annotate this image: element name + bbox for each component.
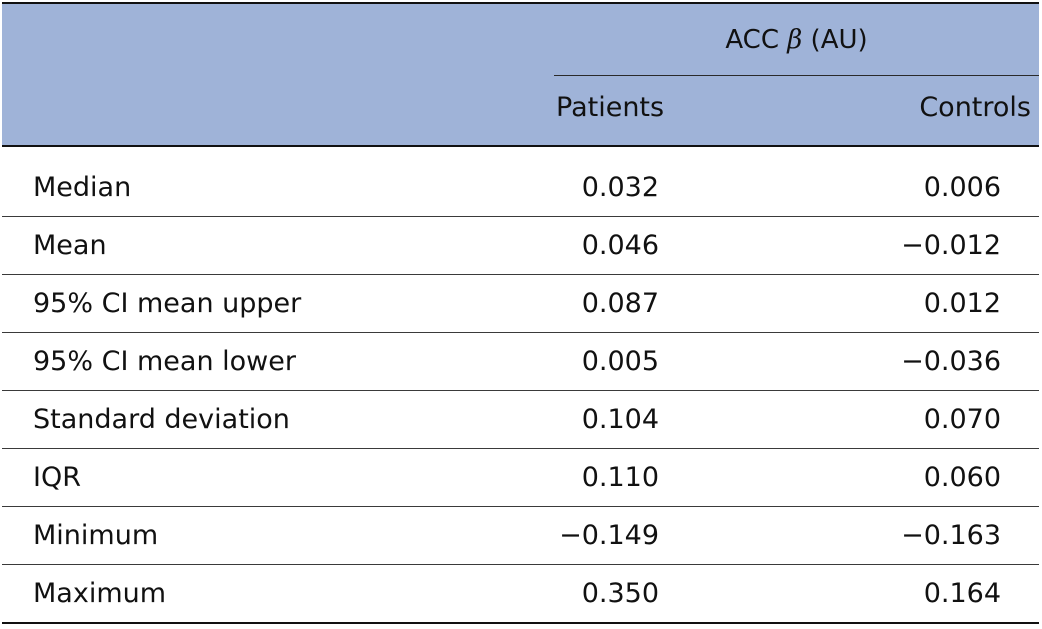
row-label: Standard deviation [2,390,554,449]
group-header-acc-beta: ACC β (AU) [554,4,1039,76]
value-controls: −0.163 [898,506,1039,565]
value-patients: 0.110 [554,448,898,507]
header-group-row: ACC β (AU) [2,4,1039,76]
table-body: Median 0.032 0.006 Mean 0.046 −0.012 95% CI me… [2,146,1039,624]
header-empty-cell [2,4,554,76]
value-patients: 0.046 [554,216,898,275]
column-header-patients: Patients [554,75,898,147]
value-patients: 0.032 [554,159,898,217]
value-controls: 0.060 [898,448,1039,507]
row-label: 95% CI mean upper [2,274,554,333]
value-patients: −0.149 [554,506,898,565]
table-row: Standard deviation 0.104 0.070 [2,390,1039,449]
table-row: 95% CI mean lower 0.005 −0.036 [2,332,1039,391]
table-row: IQR 0.110 0.060 [2,448,1039,507]
value-controls: −0.036 [898,332,1039,391]
group-header-prefix: ACC [725,24,779,55]
row-label: Minimum [2,506,554,565]
beta-symbol: β [787,24,803,55]
value-patients: 0.104 [554,390,898,449]
value-patients: 0.350 [554,564,898,624]
column-header-controls: Controls [898,75,1039,147]
row-label: IQR [2,448,554,507]
table-row: Minimum −0.149 −0.163 [2,506,1039,565]
value-patients: 0.087 [554,274,898,333]
table-row: Mean 0.046 −0.012 [2,216,1039,275]
table-row: Median 0.032 0.006 [2,159,1039,217]
table-row: Maximum 0.350 0.164 [2,564,1039,624]
row-label: Mean [2,216,554,275]
value-controls: 0.006 [898,159,1039,217]
value-controls: 0.164 [898,564,1039,624]
row-label: Median [2,159,554,217]
row-label: 95% CI mean lower [2,332,554,391]
value-controls: −0.012 [898,216,1039,275]
value-controls: 0.012 [898,274,1039,333]
header-label-cell [2,75,554,147]
value-controls: 0.070 [898,390,1039,449]
group-header-unit: (AU) [810,24,868,55]
table-row: 95% CI mean upper 0.087 0.012 [2,274,1039,333]
header-columns-row: Patients Controls [2,75,1039,147]
value-patients: 0.005 [554,332,898,391]
row-label: Maximum [2,564,554,624]
